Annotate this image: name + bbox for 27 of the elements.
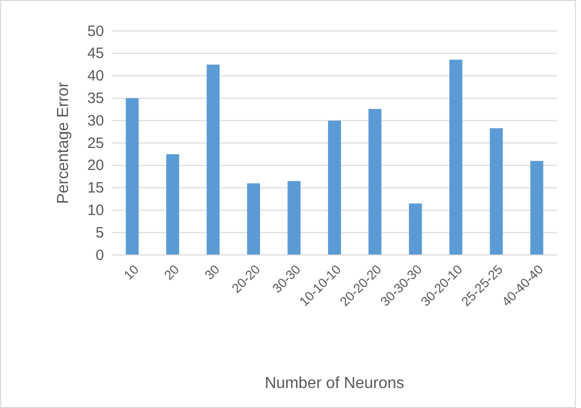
bar: [247, 183, 260, 255]
x-tick-label: 20: [161, 262, 182, 283]
y-tick-label: 10: [87, 202, 104, 219]
bar: [530, 160, 544, 255]
bar: [490, 128, 503, 255]
x-tick-label: 10: [120, 262, 142, 283]
y-tick-label: 5: [96, 224, 104, 242]
y-tick-label: 50: [87, 22, 104, 40]
x-tick-label: 30: [202, 262, 222, 283]
bar: [126, 98, 139, 255]
bar: [449, 60, 462, 255]
y-axis-title: Percentage Error: [55, 81, 72, 204]
bar: [408, 203, 422, 255]
bar: [288, 181, 301, 255]
bar: [328, 120, 341, 255]
y-tick-label: 45: [87, 45, 104, 62]
y-tick-label: 25: [87, 134, 104, 152]
y-tick-label: 15: [87, 180, 104, 197]
y-tick-label: 20: [87, 157, 104, 174]
bar: [166, 154, 180, 255]
bar: [206, 64, 220, 255]
x-axis-title: Number of Neurons: [264, 375, 404, 392]
bar: [368, 108, 382, 255]
y-tick-label: 0: [96, 246, 104, 264]
y-tick-label: 40: [87, 68, 104, 85]
y-tick-label: 35: [87, 90, 104, 107]
y-tick-label: 30: [87, 112, 104, 130]
